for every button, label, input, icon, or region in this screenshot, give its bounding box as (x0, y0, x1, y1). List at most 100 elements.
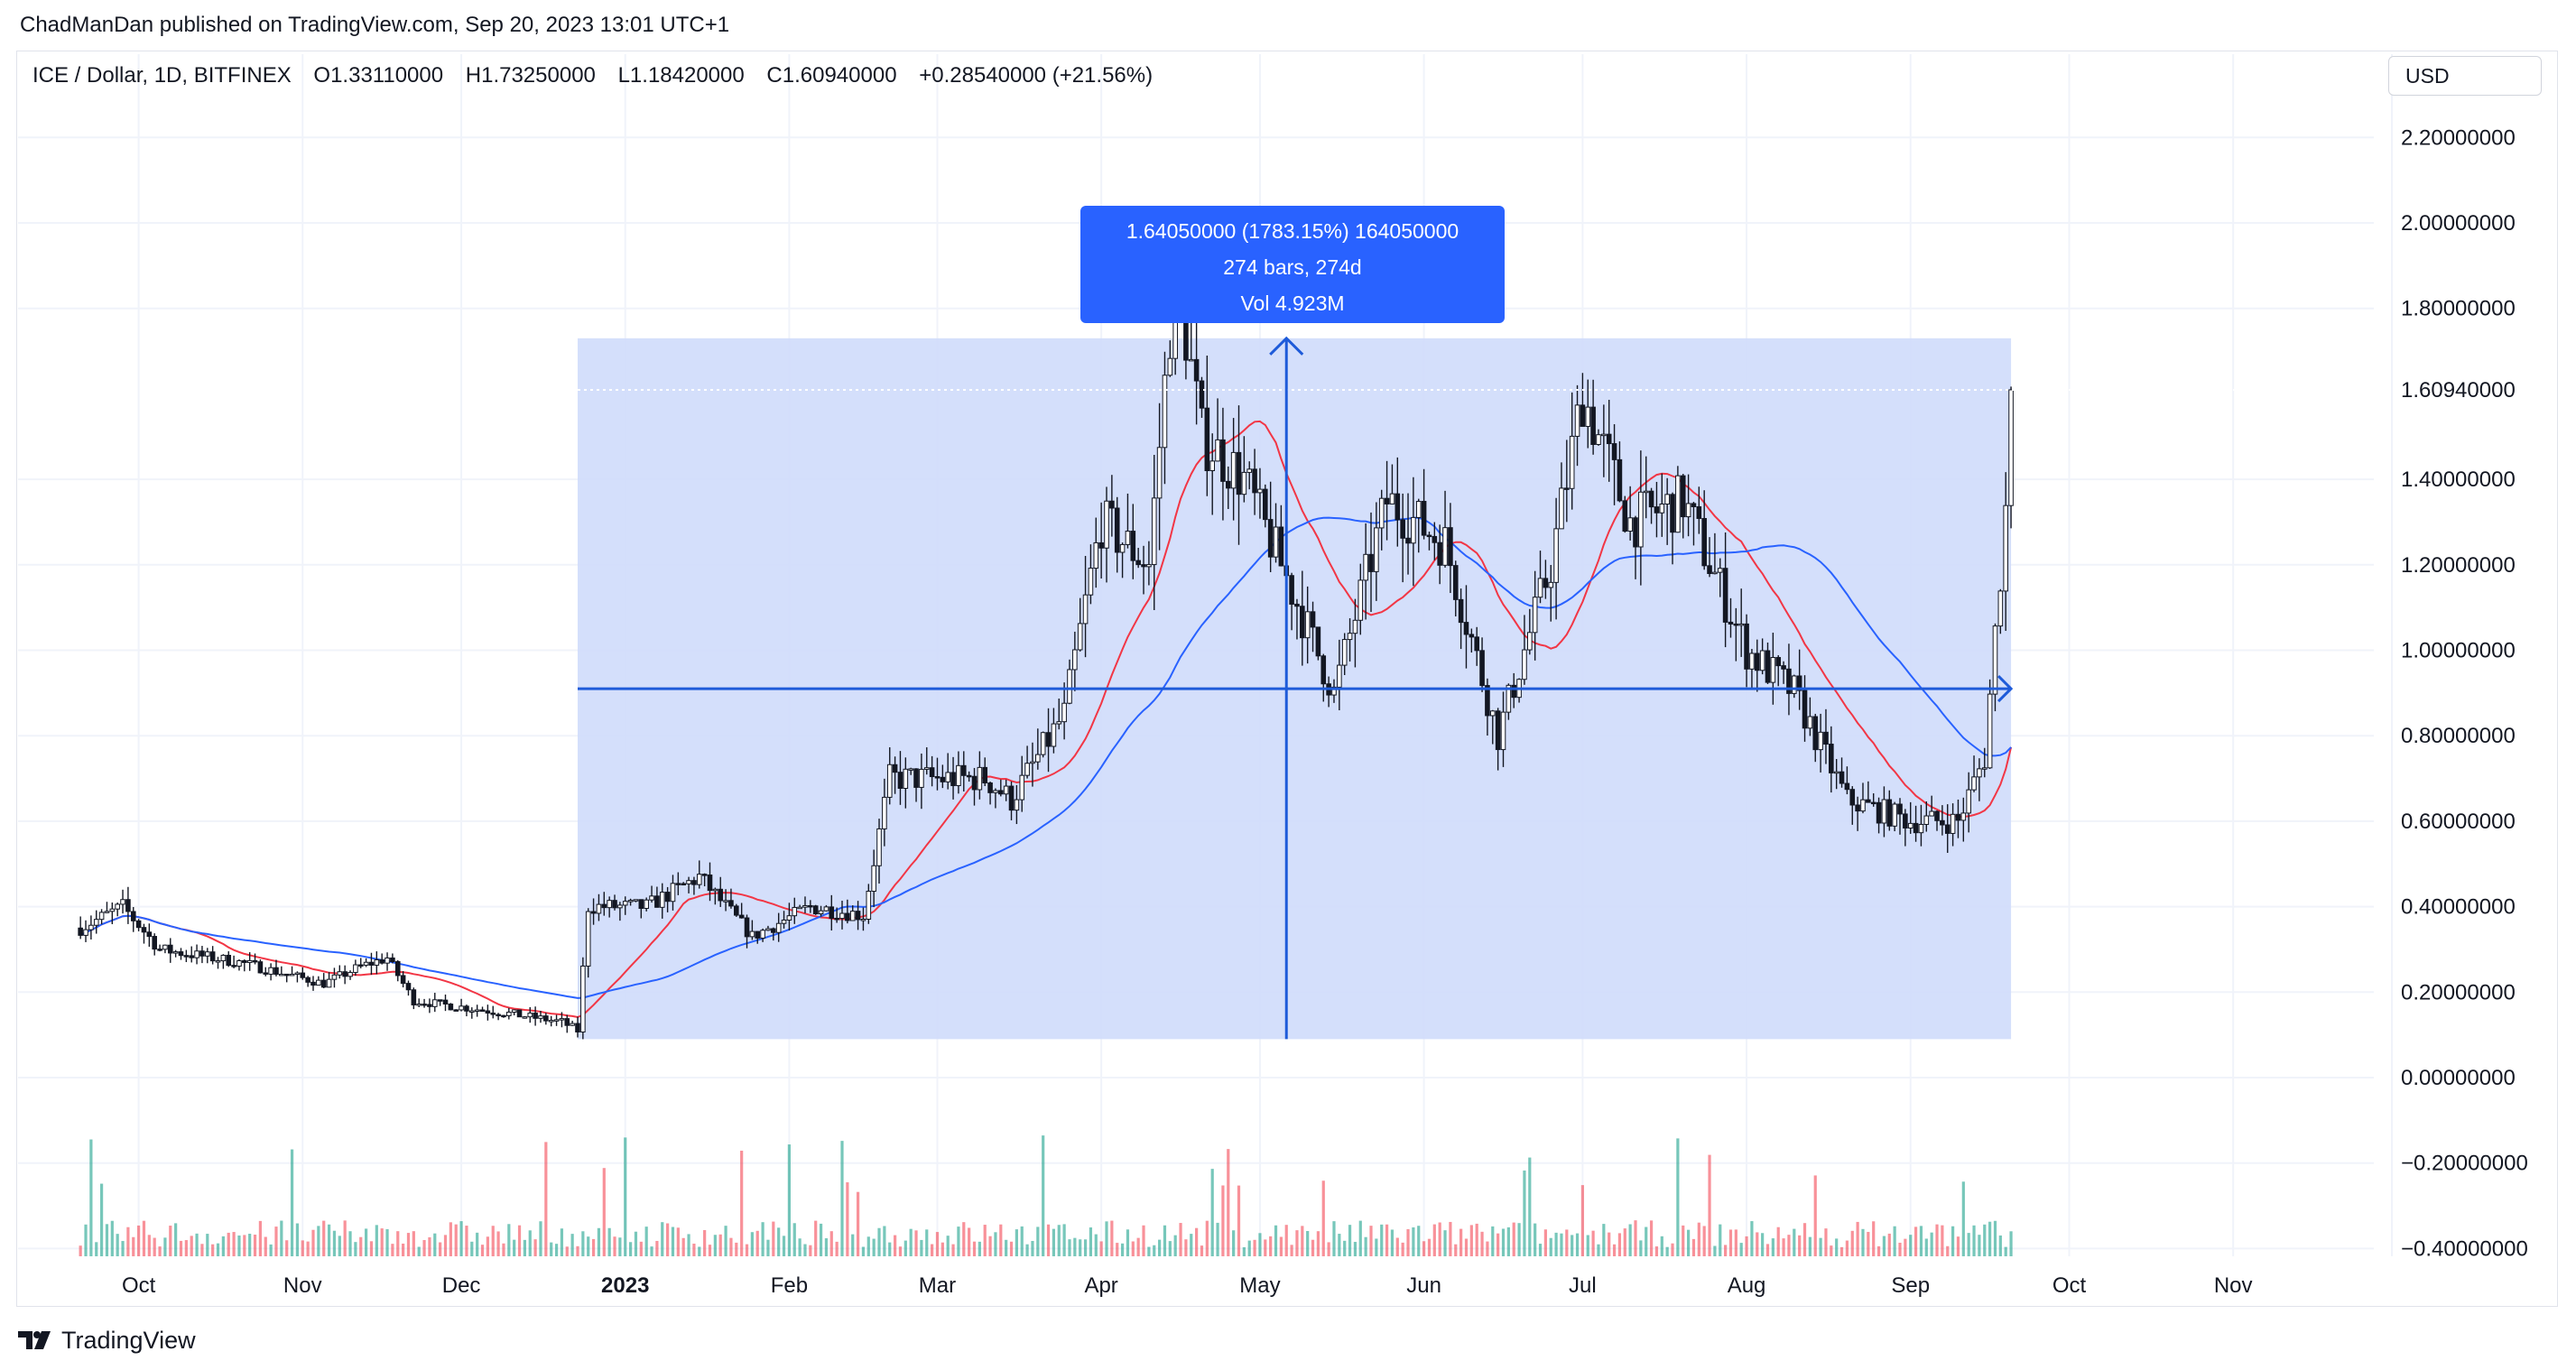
candle (1024, 745, 1030, 779)
candle (1204, 356, 1210, 496)
candle (638, 899, 644, 919)
volume-bar (1412, 1227, 1415, 1256)
candle-body (1458, 598, 1464, 624)
candle-body (1701, 517, 1707, 567)
candle (1421, 468, 1427, 540)
candle-body (172, 951, 179, 954)
candle-body (812, 905, 819, 915)
candle-body (1839, 771, 1845, 784)
candle-body (1337, 664, 1342, 688)
candle-body (141, 927, 147, 933)
volume-bar (1713, 1245, 1717, 1256)
candle-body (1125, 531, 1131, 545)
candle-body (83, 929, 88, 936)
volume-bar (1887, 1233, 1891, 1256)
time-tick-label: May (1239, 1273, 1280, 1298)
volume-bar (332, 1230, 337, 1256)
candle-body (1374, 527, 1379, 572)
candle-body (956, 764, 961, 787)
candle (1225, 466, 1231, 510)
candle (1728, 597, 1734, 638)
volume-bar (1824, 1228, 1828, 1256)
candle-body (1659, 503, 1665, 514)
candle-body (416, 1004, 422, 1006)
candle (146, 923, 153, 948)
candle (1347, 618, 1353, 662)
candle (363, 958, 369, 967)
volume-bar (1961, 1181, 1965, 1256)
volume-bar (147, 1235, 151, 1256)
candle (1104, 486, 1109, 583)
tradingview-logo[interactable]: TradingView (18, 1325, 196, 1356)
currency-selector-button[interactable]: USD (2388, 56, 2542, 96)
volume-bar (216, 1243, 220, 1256)
candle-body (1241, 471, 1247, 495)
candle-body (1341, 639, 1348, 666)
candle (617, 902, 623, 921)
candle (1977, 758, 1982, 801)
volume-bar (1904, 1238, 1907, 1256)
candle-body (1796, 675, 1802, 691)
candle-body (1617, 458, 1623, 502)
volume-bar (158, 1246, 162, 1256)
volume-bar (422, 1240, 426, 1256)
candle-body (977, 766, 983, 791)
candle-body (374, 959, 380, 966)
candle-body (379, 959, 385, 964)
candle-body (533, 1013, 538, 1019)
candle-body (1088, 568, 1094, 596)
price-tick-label: 2.20000000 (2401, 125, 2516, 150)
candle (1426, 532, 1432, 551)
time-tick-label: Sep (1891, 1273, 1930, 1298)
volume-bar (100, 1183, 104, 1256)
candle-body (411, 989, 417, 1005)
candle-body (125, 899, 131, 912)
candle-body (723, 900, 728, 903)
volume-bar (365, 1228, 368, 1256)
volume-bar (618, 1237, 622, 1256)
candle-body (353, 964, 358, 973)
candle-body (1960, 812, 1967, 821)
candle (98, 909, 105, 925)
candle (300, 967, 306, 980)
candle (2008, 386, 2014, 529)
candle (1125, 493, 1131, 549)
candle (459, 998, 464, 1012)
candle (1823, 708, 1829, 764)
volume-bar (872, 1238, 876, 1256)
candle-body (1786, 668, 1792, 694)
candle (1405, 493, 1411, 575)
volume-bar (153, 1237, 156, 1256)
volume-bar (766, 1239, 770, 1256)
volume-bar (1432, 1224, 1436, 1256)
measurement-tooltip-box (1080, 206, 1505, 323)
candle (1923, 801, 1930, 832)
price-tick-label: 1.40000000 (2401, 467, 2516, 492)
candle (1230, 418, 1237, 521)
candle-body (1495, 710, 1501, 751)
candle-body (442, 999, 449, 1005)
candle-body (982, 766, 988, 784)
volume-bar (941, 1242, 944, 1256)
volume-bar (1454, 1244, 1458, 1256)
candle-body (1981, 767, 1988, 770)
volume-bar (1839, 1246, 1844, 1256)
candle (1051, 708, 1057, 754)
candle-body (152, 936, 157, 950)
chart-frame (16, 51, 2558, 1307)
candle-body (971, 775, 978, 791)
volume-bar (1798, 1235, 1802, 1256)
volume-bar (1116, 1243, 1119, 1256)
candle (1675, 466, 1681, 533)
candle-body (342, 971, 347, 977)
volume-bar (285, 1240, 289, 1256)
measurement-tooltip-line-3: Vol 4.923M (1240, 292, 1344, 315)
candle (167, 938, 173, 963)
time-tick-label: Jun (1406, 1273, 1441, 1298)
volume-bar (1876, 1245, 1881, 1256)
candle (1130, 504, 1136, 579)
volume-bar (486, 1236, 489, 1256)
candle (1374, 502, 1379, 601)
candle (734, 903, 739, 917)
